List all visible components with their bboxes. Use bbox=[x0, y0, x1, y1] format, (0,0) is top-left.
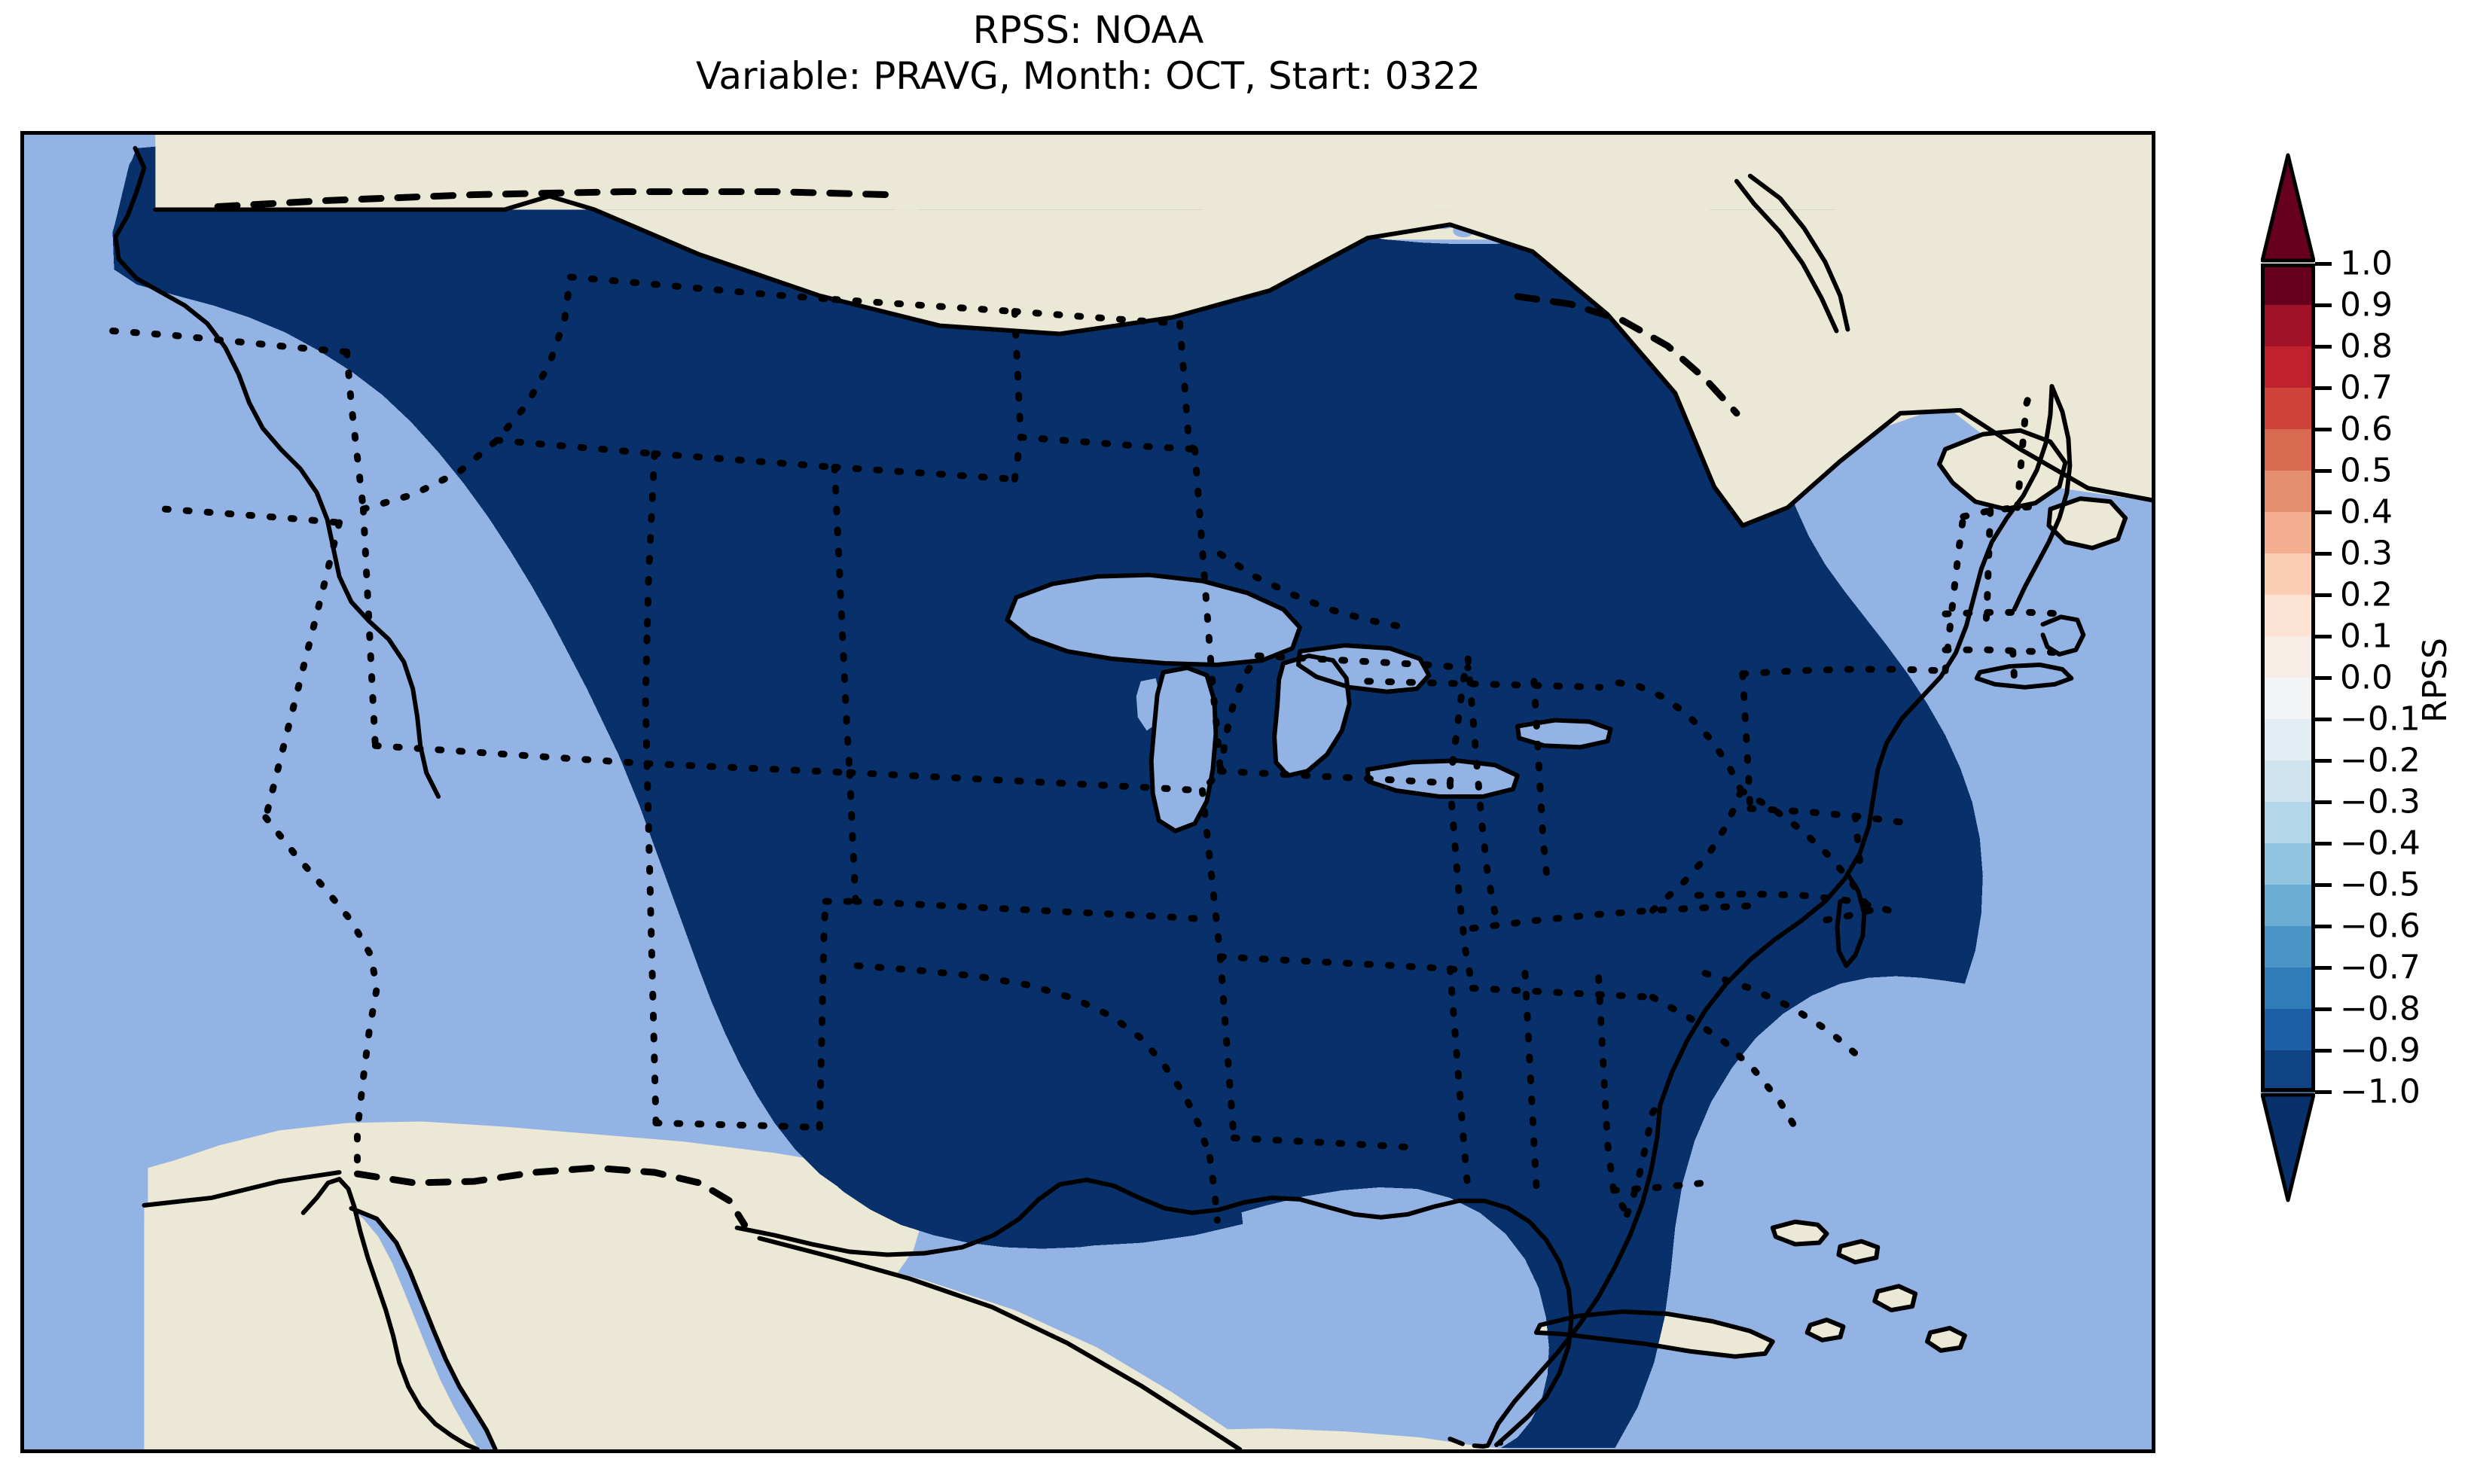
colorbar-band bbox=[2261, 760, 2315, 803]
colorbar-tick-label: 0.7 bbox=[2340, 368, 2393, 407]
colorbar-band bbox=[2261, 388, 2315, 430]
colorbar-tick-label: 0.9 bbox=[2340, 285, 2393, 325]
colorbar-tick-mark bbox=[2315, 593, 2332, 597]
colorbar-band bbox=[2261, 926, 2315, 968]
colorbar-band bbox=[2261, 719, 2315, 761]
colorbar-tick-label: −0.5 bbox=[2340, 865, 2421, 904]
colorbar-tick-label: −1.0 bbox=[2340, 1072, 2421, 1111]
colorbar-band bbox=[2261, 1050, 2315, 1092]
colorbar-band bbox=[2261, 346, 2315, 389]
map-canvas bbox=[24, 135, 2152, 1449]
colorbar-extend-bottom bbox=[2261, 1092, 2315, 1202]
colorbar-band bbox=[2261, 885, 2315, 927]
colorbar-band bbox=[2261, 553, 2315, 596]
page-title: RPSS: NOAA bbox=[972, 8, 1204, 52]
colorbar-tick-mark bbox=[2315, 345, 2332, 349]
colorbar-gradient bbox=[2261, 264, 2315, 1092]
colorbar-tick-mark bbox=[2315, 386, 2332, 390]
rpss-data-layer bbox=[112, 145, 1983, 1449]
colorbar-tick-mark bbox=[2315, 428, 2332, 431]
colorbar-tick-mark bbox=[2315, 1049, 2332, 1053]
colorbar-band bbox=[2261, 678, 2315, 720]
state-border-layer bbox=[109, 273, 2069, 1224]
colorbar-tick-label: −0.1 bbox=[2340, 699, 2421, 739]
colorbar-tick-mark bbox=[2315, 1090, 2332, 1094]
colorbar-band bbox=[2261, 471, 2315, 513]
colorbar-band bbox=[2261, 967, 2315, 1010]
colorbar-band bbox=[2261, 512, 2315, 554]
colorbar-tick-label: −0.4 bbox=[2340, 824, 2421, 863]
colorbar-tick-label: −0.7 bbox=[2340, 948, 2421, 987]
colorbar-tick-label: 0.0 bbox=[2340, 658, 2393, 697]
colorbar-tick-label: −0.8 bbox=[2340, 989, 2421, 1028]
colorbar-band bbox=[2261, 802, 2315, 844]
colorbar-tick-mark bbox=[2315, 552, 2332, 556]
colorbar-tick-mark bbox=[2315, 718, 2332, 721]
colorbar-tick-mark bbox=[2315, 759, 2332, 763]
colorbar-tick-mark bbox=[2315, 469, 2332, 473]
national-border-layer bbox=[214, 188, 1740, 1229]
colorbar-tick-mark bbox=[2315, 800, 2332, 804]
figure-subtitle: Variable: PRAVG, Month: OCT, Start: 0322 bbox=[696, 54, 1481, 98]
colorbar-band bbox=[2261, 264, 2315, 306]
colorbar-tick-label: 1.0 bbox=[2340, 244, 2393, 283]
colorbar-tick-label: 0.5 bbox=[2340, 451, 2393, 490]
colorbar-tick-mark bbox=[2315, 925, 2332, 928]
colorbar-tick-mark bbox=[2315, 262, 2332, 266]
colorbar-band bbox=[2261, 1009, 2315, 1051]
map-panel[interactable] bbox=[20, 131, 2155, 1453]
colorbar-tick-mark bbox=[2315, 635, 2332, 638]
colorbar-tick-label: −0.3 bbox=[2340, 782, 2421, 821]
colorbar-tick-mark bbox=[2315, 966, 2332, 970]
colorbar-tick-mark bbox=[2315, 510, 2332, 514]
colorbar-tick-label: 0.1 bbox=[2340, 617, 2393, 656]
colorbar-tick-mark bbox=[2315, 883, 2332, 887]
colorbar-axis-label: RPSS bbox=[2416, 638, 2454, 723]
colorbar-tick-label: 0.8 bbox=[2340, 327, 2393, 366]
colorbar-tick-label: 0.3 bbox=[2340, 534, 2393, 573]
colorbar-tick-label: 0.2 bbox=[2340, 575, 2393, 614]
colorbar-tick-label: −0.2 bbox=[2340, 741, 2421, 780]
colorbar-tick-mark bbox=[2315, 842, 2332, 846]
colorbar-tick-mark bbox=[2315, 676, 2332, 680]
colorbar-band bbox=[2261, 636, 2315, 678]
colorbar-band bbox=[2261, 843, 2315, 885]
coastline-layer bbox=[113, 145, 2152, 1449]
colorbar-band bbox=[2261, 595, 2315, 637]
colorbar-tick-label: −0.6 bbox=[2340, 907, 2421, 946]
colorbar-band bbox=[2261, 429, 2315, 471]
colorbar-tick-label: 0.4 bbox=[2340, 492, 2393, 532]
colorbar-tick-mark bbox=[2315, 303, 2332, 307]
colorbar-extend-top bbox=[2261, 153, 2315, 263]
colorbar-tick-label: 0.6 bbox=[2340, 410, 2393, 449]
colorbar[interactable]: 1.0 0.9 0.8 0.7 0.6 0.5 0.4 0.3 0.2 0.1 0.0 −0.1 −0.… bbox=[2256, 131, 2474, 1453]
colorbar-band bbox=[2261, 305, 2315, 347]
colorbar-tick-label: −0.9 bbox=[2340, 1031, 2421, 1070]
colorbar-tick-mark bbox=[2315, 1007, 2332, 1011]
great-lakes-overlay bbox=[1007, 574, 1611, 831]
figure-title-block: RPSS: NOAA Variable: PRAVG, Month: OCT, … bbox=[0, 8, 2177, 99]
